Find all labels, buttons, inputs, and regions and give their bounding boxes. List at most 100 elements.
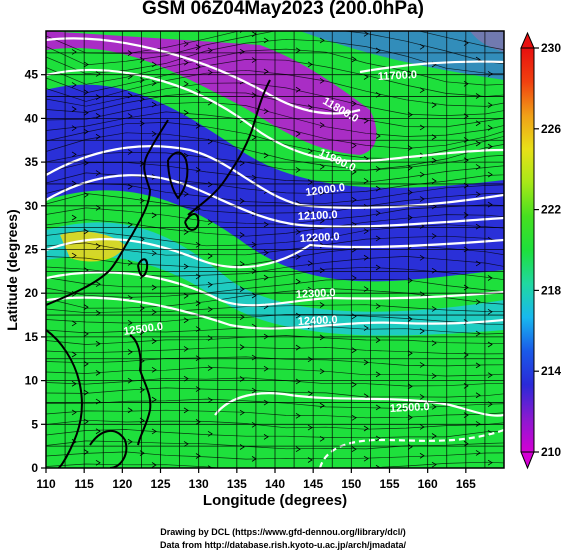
stream-arrow bbox=[151, 80, 157, 86]
y-axis-ticks: 0 5 10 15 20 25 30 35 40 45 bbox=[25, 68, 46, 475]
stream-arrow bbox=[295, 378, 301, 385]
stream-arrow bbox=[407, 214, 413, 221]
stream-arrow bbox=[463, 352, 469, 358]
stream-arrow bbox=[83, 304, 89, 310]
stream-arrow bbox=[195, 453, 201, 459]
stream-arrow bbox=[83, 89, 89, 96]
streamline bbox=[46, 335, 504, 345]
stream-arrow bbox=[127, 92, 133, 99]
stream-arrow bbox=[351, 381, 357, 388]
y-tick-label: 40 bbox=[25, 111, 39, 125]
stream-arrow bbox=[475, 140, 481, 147]
streamline bbox=[46, 326, 504, 335]
stream-arrow bbox=[319, 190, 325, 196]
stream-arrow bbox=[207, 306, 213, 313]
streamline bbox=[46, 266, 504, 288]
stream-arrow bbox=[407, 111, 413, 118]
streamline bbox=[46, 367, 504, 377]
stream-arrow bbox=[475, 299, 481, 305]
stream-arrow bbox=[351, 446, 357, 452]
stream-arrow bbox=[95, 428, 101, 435]
stream-arrow bbox=[195, 44, 201, 51]
stream-arrow bbox=[295, 131, 301, 137]
stream-arrow bbox=[487, 71, 493, 77]
contour-12300 bbox=[46, 271, 504, 307]
streamline bbox=[46, 193, 504, 214]
streamline bbox=[46, 235, 504, 256]
stream-arrow bbox=[407, 189, 413, 196]
colorbar-bar bbox=[520, 47, 535, 453]
stream-arrow bbox=[95, 113, 101, 119]
stream-arrow bbox=[295, 344, 301, 351]
streamline bbox=[46, 398, 504, 409]
stream-arrow bbox=[463, 212, 469, 218]
stream-arrow bbox=[419, 124, 425, 131]
stream-arrow bbox=[431, 461, 437, 468]
stream-arrow bbox=[307, 104, 313, 111]
stream-arrow bbox=[183, 441, 189, 447]
stream-arrow bbox=[375, 185, 381, 192]
stream-arrow bbox=[351, 414, 357, 421]
stream-arrow bbox=[95, 170, 101, 176]
stream-arrow bbox=[475, 120, 481, 127]
stream-arrow bbox=[463, 412, 469, 418]
stream-arrow bbox=[431, 306, 437, 312]
streamline bbox=[46, 48, 504, 86]
streamline bbox=[46, 214, 504, 237]
stream-arrow bbox=[307, 356, 313, 363]
stream-arrow bbox=[419, 424, 425, 430]
x-tick-label: 110 bbox=[36, 477, 56, 491]
stream-arrow bbox=[95, 310, 101, 316]
stream-arrow bbox=[83, 418, 89, 425]
stream-arrow bbox=[239, 286, 245, 292]
y-tick-label: 10 bbox=[25, 374, 39, 388]
coast-japan bbox=[187, 79, 271, 216]
stream-arrow bbox=[351, 275, 357, 281]
stream-arrow bbox=[263, 434, 269, 440]
stream-arrow bbox=[319, 122, 325, 128]
streamline bbox=[46, 132, 504, 171]
stream-arrow bbox=[407, 414, 413, 421]
coast-philippines bbox=[129, 334, 152, 446]
stream-arrow bbox=[195, 241, 201, 248]
contour-label-12500a: 12500.0 bbox=[123, 321, 164, 338]
streamline bbox=[46, 346, 504, 355]
stream-arrow bbox=[127, 221, 133, 228]
stream-arrow bbox=[151, 284, 157, 291]
stream-arrow bbox=[295, 446, 301, 453]
stream-arrow bbox=[71, 320, 77, 327]
y-tick-label: 0 bbox=[31, 461, 38, 475]
x-tick-label: 165 bbox=[456, 477, 476, 491]
stream-arrow bbox=[475, 93, 481, 99]
stream-arrow bbox=[183, 263, 189, 270]
stream-arrow bbox=[307, 209, 313, 216]
stream-arrow bbox=[475, 260, 481, 267]
credits: Drawing by DCL (https://www.gfd-dennou.o… bbox=[0, 526, 566, 552]
stream-arrow bbox=[127, 260, 133, 266]
stream-arrow bbox=[263, 221, 269, 228]
stream-arrow bbox=[319, 37, 325, 44]
streamline bbox=[46, 183, 504, 204]
stream-arrow bbox=[363, 359, 369, 366]
contour-11800 bbox=[46, 37, 361, 115]
stream-arrow bbox=[487, 275, 493, 281]
streamline bbox=[46, 122, 504, 159]
stream-arrow bbox=[319, 267, 325, 274]
colorbar: 230 226 222 218 214 210 bbox=[520, 31, 561, 470]
stream-arrow bbox=[307, 424, 313, 431]
stream-arrow bbox=[419, 452, 425, 459]
stream-arrow bbox=[127, 319, 133, 326]
contour-label-12500b: 12500.0 bbox=[390, 401, 430, 415]
stream-arrow bbox=[375, 435, 381, 442]
stream-arrow bbox=[407, 316, 413, 322]
y-tick-label: 5 bbox=[31, 417, 38, 431]
streamline bbox=[46, 461, 504, 468]
stream-arrow bbox=[319, 163, 325, 170]
streamline bbox=[46, 82, 504, 116]
stream-arrow bbox=[351, 347, 357, 354]
stream-arrow bbox=[363, 117, 369, 124]
stream-arrow bbox=[151, 212, 157, 219]
stream-arrow bbox=[71, 252, 77, 259]
stream-arrow bbox=[487, 341, 493, 348]
stream-arrow bbox=[295, 167, 301, 173]
